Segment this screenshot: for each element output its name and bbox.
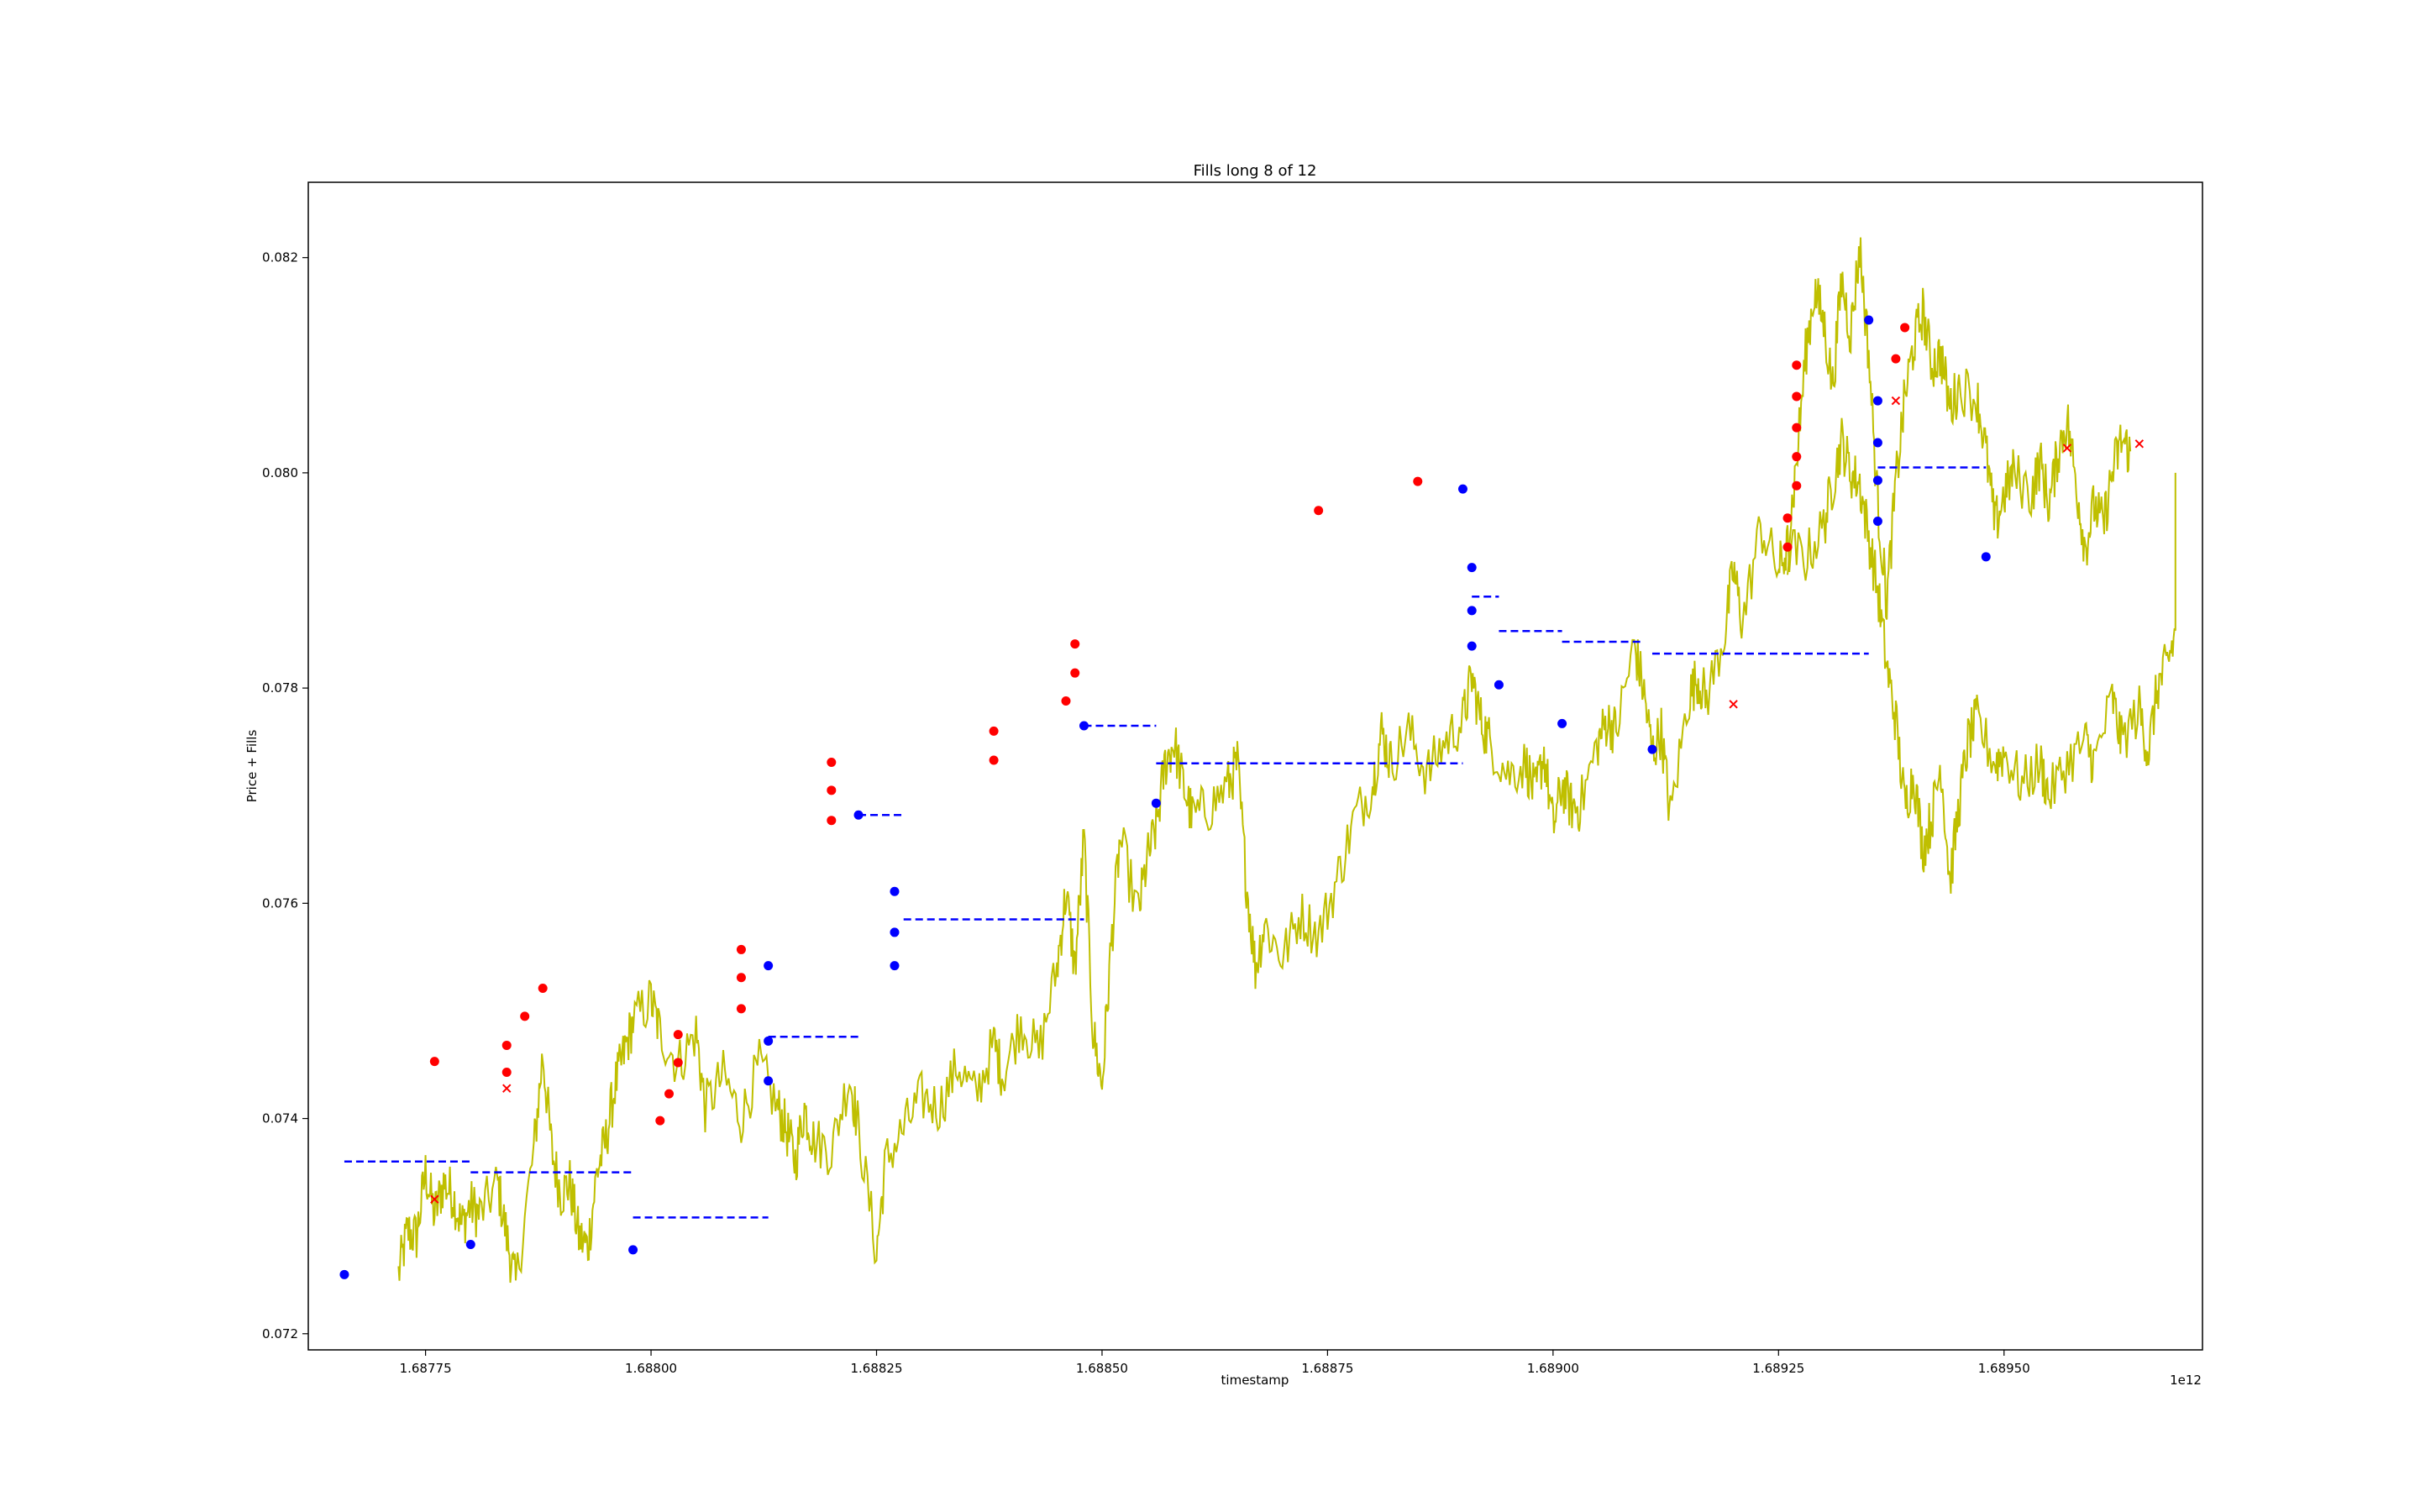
- y-tick-label: 0.076: [262, 895, 298, 911]
- close-fill-marker: [827, 816, 837, 826]
- close-fill-marker: [1792, 360, 1802, 370]
- close-fill-marker: [1792, 452, 1802, 462]
- stop-x-marker: [1891, 396, 1901, 406]
- entry-fill-marker: [853, 810, 864, 820]
- close-fill-marker: [1891, 354, 1901, 364]
- stop-x-marker: [1729, 700, 1738, 709]
- chart-title: Fills long 8 of 12: [1194, 162, 1317, 180]
- close-fill-marker: [736, 944, 746, 954]
- entry-fill-marker: [1467, 563, 1477, 573]
- close-fill-marker: [1792, 423, 1802, 433]
- close-fill-marker: [827, 785, 837, 795]
- y-tick-label: 0.082: [262, 250, 298, 265]
- close-fill-marker: [827, 758, 837, 768]
- close-fill-marker: [664, 1089, 675, 1099]
- price-series: [397, 237, 2176, 1284]
- close-fill-marker: [736, 973, 746, 983]
- x-axis-label: timestamp: [1221, 1373, 1289, 1388]
- y-tick-label: 0.072: [262, 1326, 298, 1341]
- close-fill-marker: [1782, 513, 1793, 523]
- price-line-late: [1787, 237, 2132, 620]
- plot-frame: [307, 181, 2203, 1351]
- position-price-segments: [344, 466, 1987, 1219]
- entry-fill-marker: [1872, 438, 1882, 448]
- entry-fill-marker: [1872, 517, 1882, 527]
- entry-fill-marker: [1647, 744, 1657, 754]
- y-axis: 0.072 0.074 0.076 0.078 0.080 0.082: [262, 250, 308, 1341]
- close-fill-marker: [1792, 391, 1802, 402]
- entry-fill-marker: [764, 1076, 774, 1086]
- close-fill-marker: [1314, 506, 1324, 516]
- x-tick-label: 1.68800: [625, 1361, 677, 1376]
- entry-fill-marker: [628, 1245, 638, 1255]
- fill-markers: [339, 315, 2145, 1279]
- entry-fill-marker: [465, 1239, 475, 1249]
- close-fill-marker: [1413, 476, 1423, 486]
- close-fill-marker: [538, 984, 548, 994]
- stop-x-marker: [2134, 439, 2145, 449]
- close-fill-marker: [1900, 323, 1910, 333]
- y-tick-label: 0.074: [262, 1111, 298, 1126]
- entry-fill-marker: [1151, 798, 1161, 808]
- x-tick-label: 1.68850: [1076, 1361, 1128, 1376]
- close-fill-marker: [429, 1057, 439, 1067]
- x-axis-offset-label: 1e12: [2170, 1373, 2202, 1388]
- close-fill-marker: [1782, 542, 1793, 552]
- entry-fill-marker: [1872, 475, 1882, 486]
- entry-fill-marker: [764, 1036, 774, 1046]
- y-axis-label: Price + Fills: [244, 730, 260, 803]
- plot-area: [339, 237, 2176, 1284]
- entry-fill-marker: [890, 886, 900, 896]
- entry-fill-marker: [1981, 552, 1991, 562]
- close-fill-marker: [501, 1040, 512, 1050]
- entry-fill-marker: [1079, 721, 1089, 731]
- close-fill-marker: [1792, 480, 1802, 491]
- close-fill-marker: [989, 726, 999, 736]
- entry-fill-marker: [890, 927, 900, 937]
- x-tick-label: 1.68925: [1752, 1361, 1804, 1376]
- entry-fill-marker: [890, 961, 900, 971]
- price-line: [397, 417, 2176, 1284]
- x-tick-label: 1.68875: [1301, 1361, 1353, 1376]
- close-fill-marker: [1070, 639, 1080, 649]
- entry-fill-marker: [1864, 315, 1874, 325]
- x-tick-label: 1.68775: [400, 1361, 452, 1376]
- entry-fill-marker: [764, 961, 774, 971]
- close-fill-marker: [673, 1030, 683, 1040]
- x-tick-label: 1.68900: [1527, 1361, 1579, 1376]
- stop-x-marker: [430, 1194, 439, 1204]
- close-fill-marker: [989, 755, 999, 765]
- close-fill-marker: [655, 1116, 665, 1126]
- y-tick-label: 0.078: [262, 680, 298, 696]
- x-tick-label: 1.68950: [1978, 1361, 2030, 1376]
- entry-fill-marker: [1457, 484, 1467, 494]
- y-tick-label: 0.080: [262, 465, 298, 480]
- entry-fill-marker: [1872, 396, 1882, 406]
- close-fill-marker: [501, 1067, 512, 1077]
- entry-fill-marker: [339, 1269, 349, 1279]
- stop-x-marker: [502, 1084, 512, 1093]
- entry-fill-marker: [1494, 680, 1504, 690]
- x-axis: 1.68775 1.68800 1.68825 1.68850 1.68875 1.689…: [400, 1350, 2030, 1376]
- entry-fill-marker: [1467, 606, 1477, 616]
- close-fill-marker: [736, 1004, 746, 1014]
- close-fill-marker: [1070, 668, 1080, 678]
- entry-fill-marker: [1467, 641, 1477, 651]
- stop-x-marker: [2062, 444, 2072, 453]
- close-fill-marker: [673, 1058, 683, 1068]
- entry-fill-marker: [1557, 718, 1567, 728]
- close-fill-marker: [520, 1011, 530, 1021]
- close-fill-marker: [1061, 696, 1071, 706]
- x-tick-label: 1.68825: [850, 1361, 902, 1376]
